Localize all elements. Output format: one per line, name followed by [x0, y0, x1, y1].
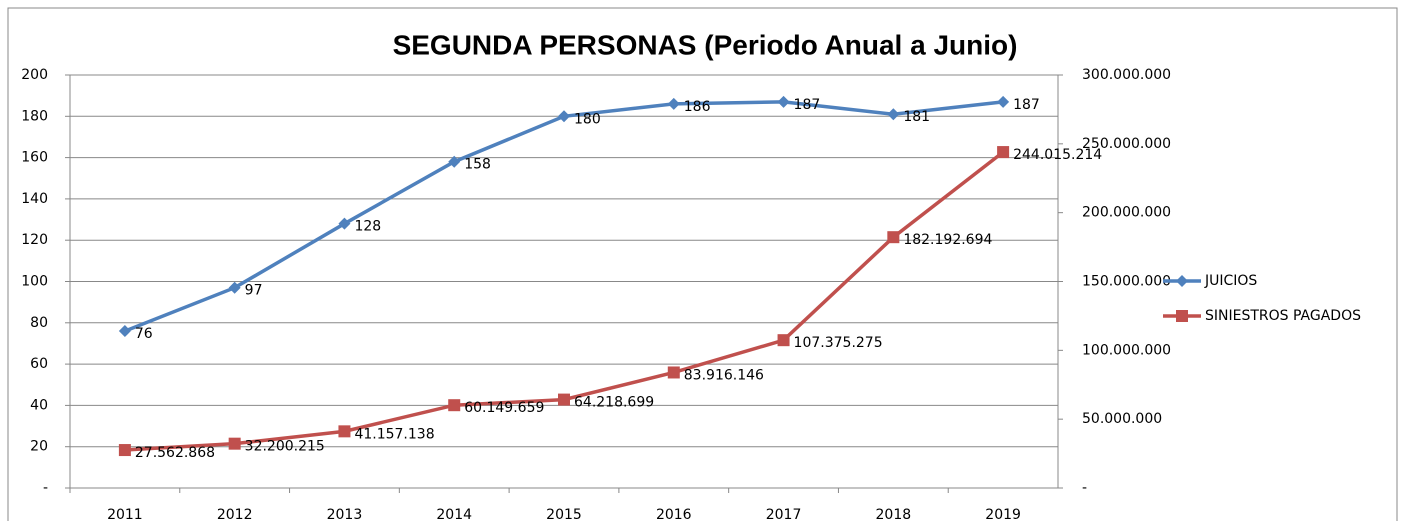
y-tick-label: 160	[21, 150, 48, 166]
data-point	[228, 281, 241, 294]
x-tick-label: 2015	[546, 507, 582, 521]
data-point	[887, 231, 900, 244]
x-tick-label: 2011	[107, 507, 143, 521]
chart-title: SEGUNDA PERSONAS (Periodo Anual a Junio)	[393, 29, 1018, 60]
data-label: 27.562.868	[135, 445, 215, 461]
x-tick-label: 2018	[876, 507, 912, 521]
data-label: 182.192.694	[903, 232, 992, 248]
data-point	[118, 325, 131, 338]
legend-label: JUICIOS	[1204, 273, 1257, 289]
y-tick-label: 60	[30, 356, 48, 372]
data-point	[667, 366, 680, 379]
y2-tick-label: 250.000.000	[1082, 136, 1171, 152]
data-point	[667, 97, 680, 110]
y-tick-label: -	[43, 480, 48, 496]
data-point	[228, 437, 241, 450]
data-point	[338, 425, 351, 438]
data-label: 186	[684, 99, 711, 115]
data-label: 158	[464, 157, 491, 173]
data-label: 181	[903, 109, 930, 125]
data-label: 107.375.275	[794, 335, 883, 351]
y-tick-label: 20	[30, 439, 48, 455]
data-label: 244.015.214	[1013, 147, 1102, 163]
data-label: 180	[574, 111, 601, 127]
y2-tick-label: 200.000.000	[1082, 205, 1171, 221]
legend-marker	[1176, 275, 1188, 287]
data-label: 128	[354, 219, 381, 235]
x-tick-label: 2012	[217, 507, 253, 521]
data-label: 76	[135, 326, 153, 342]
y2-tick-label: -	[1082, 480, 1087, 496]
data-point	[777, 95, 790, 108]
y-tick-label: 120	[21, 232, 48, 248]
y-tick-label: 40	[30, 397, 48, 413]
x-tick-label: 2019	[985, 507, 1021, 521]
data-label: 83.916.146	[684, 367, 764, 383]
data-point	[997, 146, 1010, 159]
y2-tick-label: 100.000.000	[1082, 342, 1171, 358]
data-label: 187	[794, 97, 821, 113]
legend-label: SINIESTROS PAGADOS	[1205, 308, 1361, 324]
x-tick-label: 2016	[656, 507, 692, 521]
x-tick-label: 2017	[766, 507, 802, 521]
y2-tick-label: 150.000.000	[1082, 274, 1171, 290]
data-point	[887, 108, 900, 121]
y-tick-label: 100	[21, 274, 48, 290]
legend-marker	[1176, 310, 1188, 322]
y2-tick-label: 50.000.000	[1082, 411, 1162, 427]
x-tick-label: 2013	[327, 507, 363, 521]
y-tick-label: 140	[21, 191, 48, 207]
y-tick-label: 180	[21, 108, 48, 124]
data-point	[777, 334, 790, 347]
data-point	[448, 399, 461, 412]
data-point	[338, 217, 351, 230]
y-tick-label: 80	[30, 315, 48, 331]
data-label: 97	[245, 283, 263, 299]
data-point	[558, 110, 570, 123]
data-label: 41.157.138	[354, 426, 434, 442]
data-label: 64.218.699	[574, 395, 654, 411]
data-label: 60.149.659	[464, 400, 544, 416]
y2-tick-label: 300.000.000	[1082, 67, 1171, 83]
x-tick-label: 2014	[436, 507, 472, 521]
chart-border	[7, 7, 1398, 521]
data-point	[118, 444, 131, 457]
data-point	[997, 95, 1010, 108]
data-point	[558, 393, 570, 406]
data-label: 32.200.215	[245, 439, 325, 455]
data-label: 187	[1013, 97, 1040, 113]
data-point	[448, 155, 461, 168]
y-tick-label: 200	[21, 67, 48, 83]
